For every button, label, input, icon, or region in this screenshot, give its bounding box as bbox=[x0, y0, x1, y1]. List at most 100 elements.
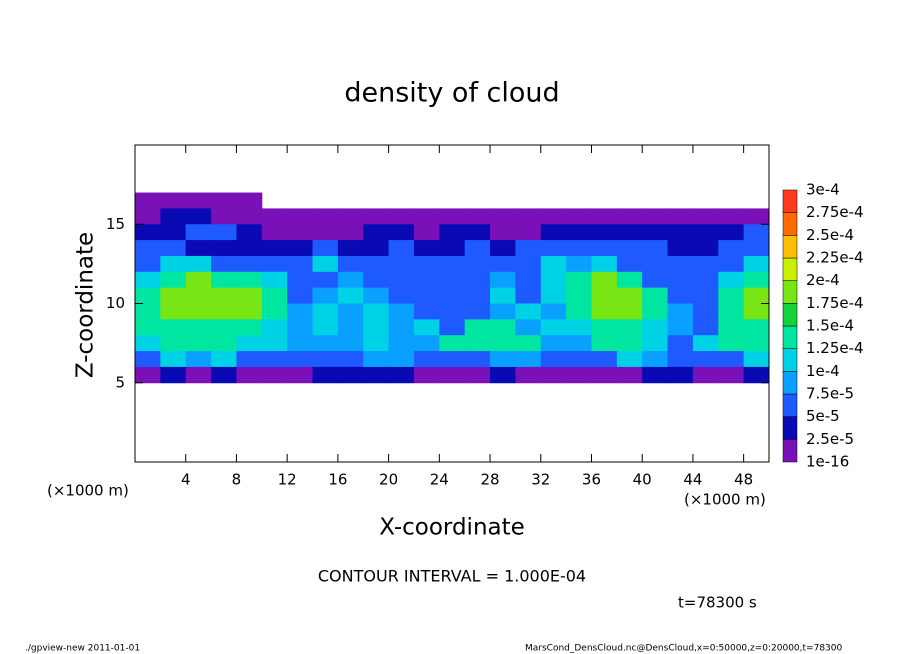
cell bbox=[540, 287, 567, 304]
cell bbox=[743, 366, 770, 384]
cell bbox=[439, 319, 466, 336]
cell bbox=[642, 240, 669, 257]
cell bbox=[287, 319, 314, 336]
cell bbox=[566, 271, 592, 289]
cell bbox=[236, 208, 263, 225]
colorbar-box bbox=[782, 416, 798, 440]
cell bbox=[211, 287, 237, 304]
cell bbox=[490, 303, 516, 320]
cell bbox=[566, 351, 592, 368]
colorbar-box bbox=[782, 257, 798, 281]
cell bbox=[363, 271, 390, 289]
cell bbox=[566, 240, 592, 257]
cell bbox=[718, 319, 745, 336]
cell bbox=[718, 287, 745, 304]
cell bbox=[718, 366, 745, 384]
cell bbox=[413, 335, 440, 352]
cell bbox=[591, 240, 618, 257]
cell bbox=[261, 208, 288, 225]
colorbar-box bbox=[782, 371, 798, 395]
cell bbox=[211, 335, 237, 352]
cell bbox=[185, 208, 212, 225]
cell bbox=[287, 255, 314, 273]
cell bbox=[591, 319, 618, 336]
colorbar-box bbox=[782, 325, 798, 349]
cell bbox=[667, 335, 694, 352]
cell bbox=[185, 287, 212, 304]
cell bbox=[413, 287, 440, 304]
cell bbox=[185, 319, 212, 336]
cell bbox=[439, 224, 466, 241]
cell bbox=[667, 271, 694, 289]
cell bbox=[261, 351, 288, 368]
x-tick-label: 40 bbox=[633, 471, 652, 489]
cell bbox=[135, 240, 161, 257]
cell bbox=[667, 366, 694, 384]
cell bbox=[236, 192, 263, 209]
cell bbox=[287, 335, 314, 352]
cell bbox=[515, 303, 542, 320]
cell bbox=[287, 366, 314, 384]
cell bbox=[591, 303, 618, 320]
cell bbox=[337, 319, 364, 336]
cell bbox=[718, 255, 745, 273]
y-tick-label: 5 bbox=[115, 373, 125, 391]
cell bbox=[743, 240, 770, 257]
cell bbox=[287, 351, 314, 368]
axis-unit: (×1000 m) bbox=[684, 491, 766, 509]
cell bbox=[591, 366, 618, 384]
cell bbox=[236, 271, 263, 289]
cell bbox=[185, 303, 212, 320]
cell bbox=[540, 271, 567, 289]
colorbar-label: 2.75e-4 bbox=[806, 203, 864, 221]
cell bbox=[515, 255, 542, 273]
cell bbox=[236, 224, 263, 241]
cell bbox=[363, 366, 390, 384]
cell bbox=[540, 335, 567, 352]
cell bbox=[718, 224, 745, 241]
cell bbox=[540, 319, 567, 336]
cell bbox=[413, 208, 440, 225]
colorbar-label: 2.5e-5 bbox=[806, 430, 854, 448]
cell bbox=[490, 287, 516, 304]
cell bbox=[591, 224, 618, 241]
cell bbox=[616, 319, 643, 336]
cell bbox=[718, 240, 745, 257]
x-tick-label: 32 bbox=[531, 471, 550, 489]
cell bbox=[616, 287, 643, 304]
cell bbox=[211, 255, 237, 273]
cell bbox=[515, 366, 542, 384]
cell bbox=[287, 271, 314, 289]
cell bbox=[566, 319, 592, 336]
cell bbox=[591, 271, 618, 289]
cell bbox=[287, 208, 314, 225]
cell bbox=[439, 271, 466, 289]
cell bbox=[515, 240, 542, 257]
cell bbox=[490, 319, 516, 336]
cell bbox=[185, 240, 212, 257]
x-tick-label: 36 bbox=[582, 471, 601, 489]
cell bbox=[312, 224, 339, 241]
cell bbox=[515, 287, 542, 304]
cell bbox=[337, 351, 364, 368]
cell bbox=[464, 319, 491, 336]
cell bbox=[135, 319, 161, 336]
cell bbox=[667, 224, 694, 241]
x-tick-label: 44 bbox=[683, 471, 702, 489]
cell bbox=[160, 224, 187, 241]
cell bbox=[743, 351, 770, 368]
cell bbox=[337, 208, 364, 225]
cell bbox=[642, 351, 669, 368]
cell bbox=[337, 303, 364, 320]
cell bbox=[540, 224, 567, 241]
cell bbox=[211, 303, 237, 320]
cell bbox=[160, 335, 187, 352]
cell bbox=[642, 287, 669, 304]
cell bbox=[312, 255, 339, 273]
cell bbox=[591, 351, 618, 368]
cell bbox=[464, 271, 491, 289]
cell bbox=[743, 255, 770, 273]
x-tick-label: 8 bbox=[232, 471, 242, 489]
cell bbox=[718, 208, 745, 225]
cell bbox=[388, 271, 415, 289]
